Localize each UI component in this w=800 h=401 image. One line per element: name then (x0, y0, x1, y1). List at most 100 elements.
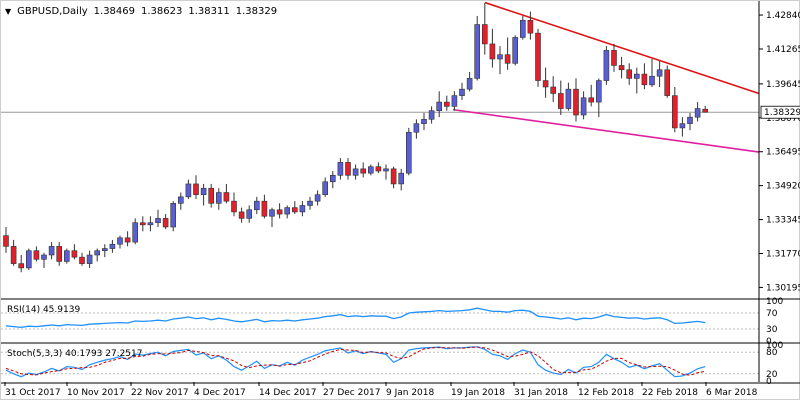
bullish-candle (352, 168, 359, 176)
price-tick-label: 1.36495 (766, 148, 800, 158)
bearish-candle (79, 256, 85, 264)
bearish-candle (618, 65, 625, 71)
bearish-candle (140, 222, 146, 226)
bullish-candle (132, 222, 138, 243)
bearish-candle (542, 80, 549, 88)
price-tick-label: 1.41265 (766, 45, 800, 55)
close-value: 1.38329 (235, 6, 278, 17)
bearish-candle (276, 209, 283, 215)
bearish-candle (231, 200, 237, 213)
time-tick-label: 14 Dec 2017 (259, 388, 317, 398)
chart-header: ▼ GBPUSD,Daily 1.38469 1.38623 1.38311 1.3832… (5, 6, 283, 17)
bullish-candle (580, 97, 587, 116)
bullish-candle (170, 203, 176, 228)
bearish-candle (375, 166, 382, 172)
bullish-candle (421, 119, 427, 124)
resistance-trendline (484, 1, 760, 95)
bearish-candle (291, 207, 298, 213)
bearish-candle (489, 43, 496, 60)
bullish-candle (383, 168, 389, 172)
bearish-candle (3, 235, 9, 247)
bullish-candle (284, 207, 291, 215)
bullish-candle (216, 192, 222, 204)
price-tick-label: 1.30195 (766, 283, 800, 293)
bearish-candle (18, 263, 25, 269)
bullish-candle (86, 254, 93, 264)
bullish-candle (299, 205, 306, 213)
rsi-tick-label: 0 (766, 337, 772, 347)
bullish-candle (63, 250, 70, 262)
bullish-candle (428, 110, 435, 120)
bearish-candle (261, 200, 268, 217)
bullish-candle (314, 194, 321, 202)
bearish-candle (557, 93, 564, 109)
stoch-main-line (5, 346, 706, 378)
stoch-tick-label: 100 (766, 341, 783, 351)
time-tick-label: 12 Feb 2018 (578, 388, 634, 398)
bullish-candle (155, 218, 161, 223)
rsi-line (5, 307, 706, 329)
rsi-panel: 100 70 30 0 (1, 297, 783, 347)
time-tick-label: 10 Nov 2017 (67, 388, 125, 398)
bullish-candle (147, 222, 154, 226)
bullish-candle (459, 88, 465, 96)
candles (3, 3, 709, 273)
price-tick-label: 1.33345 (766, 216, 800, 226)
bullish-candle (322, 181, 329, 195)
bullish-candle (185, 183, 192, 198)
time-tick-label: 22 Nov 2017 (131, 388, 189, 398)
stoch-tick-label: 0 (766, 377, 772, 387)
bullish-candle (48, 246, 55, 256)
time-tick-label: 4 Dec 2017 (194, 388, 246, 398)
bullish-candle (413, 123, 420, 133)
bullish-candle (603, 50, 610, 81)
stoch-tick-label: 80 (766, 348, 778, 358)
rsi-tick-label: 30 (766, 325, 778, 335)
bearish-candle (124, 237, 131, 243)
bearish-candle (162, 218, 169, 228)
bullish-candle (633, 73, 640, 79)
stoch-signal-line (5, 346, 706, 376)
bearish-candle (481, 24, 488, 45)
bullish-candle (687, 116, 693, 124)
bearish-candle (238, 211, 245, 219)
bullish-candle (94, 250, 100, 256)
price-tick-label: 1.38070 (766, 114, 800, 124)
bearish-candle (641, 73, 648, 86)
bullish-candle (565, 88, 572, 109)
stoch-tick-label: 20 (766, 370, 778, 380)
bullish-candle (519, 19, 526, 38)
bearish-candle (550, 86, 557, 94)
bearish-candle (71, 250, 78, 258)
high-value: 1.38623 (141, 6, 183, 17)
bullish-candle (512, 37, 519, 64)
bullish-candle (200, 187, 207, 195)
rsi-label: RSI(14) 45.9139 (7, 305, 81, 315)
bullish-candle (117, 237, 123, 245)
bullish-candle (307, 200, 313, 206)
bearish-candle (573, 88, 579, 116)
low-value: 1.38311 (188, 6, 230, 17)
bearish-candle (702, 108, 709, 113)
time-tick-label: 22 Feb 2018 (642, 388, 698, 398)
time-tick-label: 9 Jan 2018 (386, 388, 434, 398)
time-tick-label: 31 Oct 2017 (5, 388, 61, 398)
bullish-candle (694, 108, 701, 118)
price-tick-label: 1.34920 (766, 182, 800, 192)
dropdown-arrow-icon[interactable]: ▼ (5, 7, 12, 16)
symbol-label: GBPUSD,Daily (17, 6, 88, 17)
bullish-candle (41, 254, 47, 260)
bearish-candle (360, 168, 367, 174)
bullish-candle (102, 248, 108, 251)
bearish-candle (588, 97, 595, 103)
bullish-candle (337, 162, 344, 176)
support-trendline (452, 108, 760, 153)
bearish-candle (626, 69, 633, 79)
bullish-candle (25, 250, 32, 269)
bullish-candle (269, 209, 275, 217)
bearish-candle (208, 187, 214, 204)
